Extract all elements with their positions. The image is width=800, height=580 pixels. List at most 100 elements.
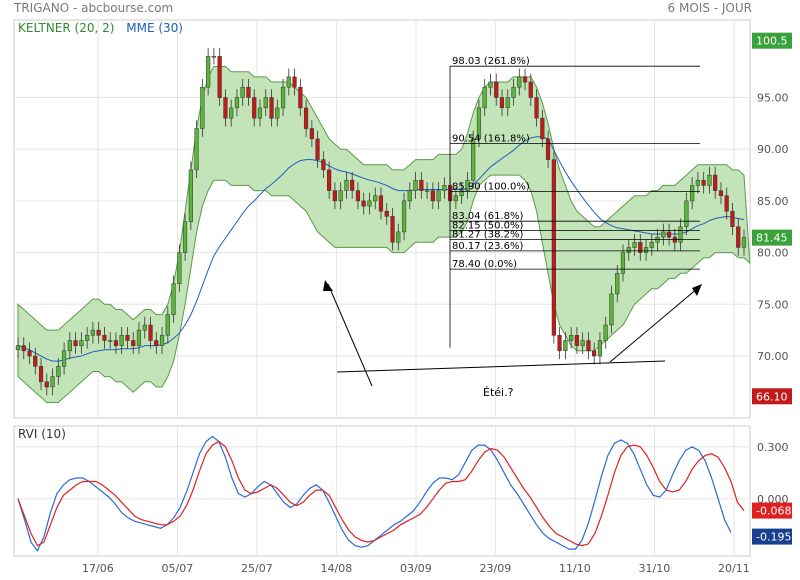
x-tick-label: 25/07 <box>241 562 273 575</box>
candle-body <box>713 174 718 191</box>
fib-level-label: 90.54 (161.8%) <box>452 134 530 145</box>
candle-body <box>275 107 280 119</box>
rvi-last-red-bg <box>752 502 792 519</box>
legend-mme: MME (30) <box>126 21 183 35</box>
candle-body <box>465 179 470 191</box>
candle-body <box>419 179 424 191</box>
candle-body <box>280 86 286 109</box>
fib-level-label: 78.40 (0.0%) <box>452 259 517 270</box>
candle-body <box>373 195 378 202</box>
candle-body <box>125 335 130 341</box>
candle-body <box>344 179 349 191</box>
candle-body <box>73 340 78 346</box>
x-tick-label: 05/07 <box>162 562 194 575</box>
candle-body <box>113 340 119 346</box>
candle-body <box>350 179 355 191</box>
rvi-last-red: -0.068 <box>756 505 791 518</box>
candle-body <box>188 169 193 222</box>
price-high-label: 100.5 <box>756 35 788 48</box>
candle-body <box>638 242 643 253</box>
candle-body <box>200 86 205 129</box>
candle-body <box>390 216 395 243</box>
candle-body <box>505 97 510 109</box>
candle-body <box>142 324 147 331</box>
arrow-left-shaft <box>327 283 373 387</box>
fib-level-label: 82.15 (50.0%) <box>452 220 523 231</box>
candle-body <box>27 350 32 357</box>
candle-body <box>246 86 251 98</box>
candle-body <box>229 107 234 119</box>
candle-body <box>108 340 113 342</box>
candle-body <box>522 76 528 83</box>
arrow-right-head <box>692 284 702 296</box>
candle-body <box>718 190 724 197</box>
candle-body <box>85 335 90 341</box>
candle-body <box>309 128 314 140</box>
x-tick-label: 23/09 <box>480 562 512 575</box>
candle-body <box>165 314 170 336</box>
x-tick-label: 17/06 <box>82 562 114 575</box>
candle-body <box>286 76 291 88</box>
candle-body <box>44 381 49 388</box>
candle-body <box>609 293 614 326</box>
candle-body <box>321 159 326 171</box>
keltner-band-area <box>17 66 751 403</box>
candle-body <box>252 97 257 119</box>
candle-body <box>730 210 735 227</box>
candle-body <box>361 200 366 207</box>
price-tick-label: 70.00 <box>757 350 789 363</box>
price-tick-label: 90.00 <box>757 143 789 156</box>
candle-body <box>592 350 597 357</box>
candle-body <box>171 283 176 315</box>
candle-body <box>148 324 153 341</box>
candle-body <box>396 231 401 243</box>
rvi-tick-label: 0.300 <box>757 441 789 454</box>
candle-body <box>534 97 539 119</box>
candle-body <box>79 340 84 346</box>
candle-body <box>136 329 142 346</box>
price-high-label-bg <box>752 32 792 49</box>
candle-body <box>413 179 418 191</box>
candle-body <box>488 81 493 88</box>
arrow-left-head <box>323 280 333 291</box>
candle-body <box>240 86 245 98</box>
candle-body <box>15 345 21 350</box>
x-tick-label: 14/08 <box>321 562 353 575</box>
candle-body <box>315 138 320 160</box>
candle-body <box>442 185 447 191</box>
candle-body <box>453 195 458 202</box>
candle-body <box>327 169 332 191</box>
candle-body <box>67 340 72 352</box>
arrow-right-shaft <box>609 287 699 363</box>
candle-body <box>517 76 522 88</box>
candles <box>15 47 747 396</box>
rvi-red-line <box>17 440 745 547</box>
candle-body <box>701 179 706 186</box>
candle-body <box>407 190 412 202</box>
keltner-band <box>17 66 751 403</box>
candle-body <box>574 335 579 346</box>
candle-body <box>298 86 303 109</box>
candle-body <box>695 179 700 186</box>
candle-body <box>384 210 389 217</box>
candle-body <box>626 247 631 253</box>
price-last-label-bg <box>752 229 792 246</box>
candle-body <box>482 86 487 109</box>
candle-body <box>678 226 683 243</box>
candle-body <box>96 329 101 336</box>
candle-body <box>620 252 626 274</box>
candle-body <box>119 335 124 346</box>
candle-body <box>563 340 568 352</box>
candle-body <box>61 350 67 367</box>
price-tick-label: 80.00 <box>757 247 789 260</box>
candle-body <box>401 200 407 233</box>
candle-body <box>586 340 591 352</box>
support-line <box>336 360 666 373</box>
candle-body <box>338 190 343 202</box>
candle-body <box>557 335 562 352</box>
candle-body <box>21 345 26 352</box>
candle-body <box>597 340 603 357</box>
candle-body <box>223 97 228 119</box>
price-last-label: 81.45 <box>756 232 788 245</box>
